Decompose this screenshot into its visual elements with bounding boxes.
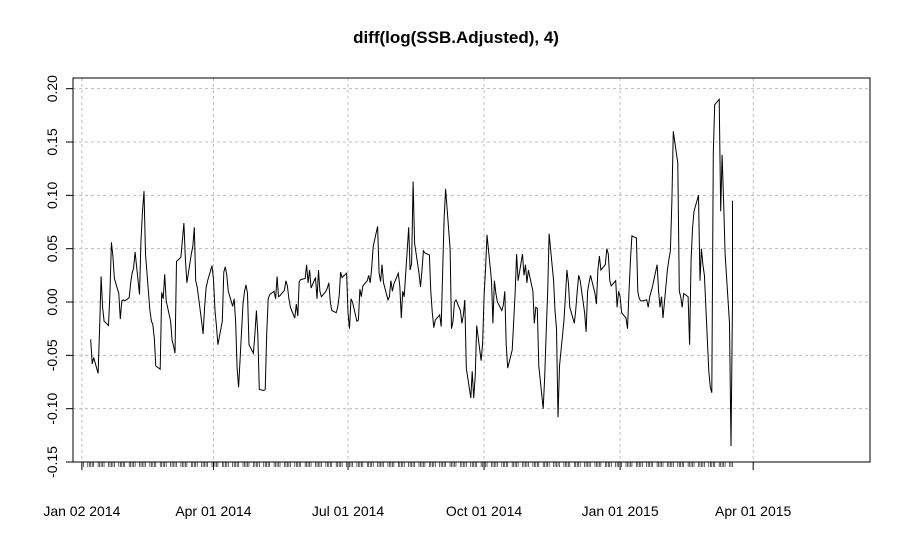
x-tick-label: Jan 01 2015 bbox=[582, 503, 659, 519]
x-tick-label: Apr 01 2014 bbox=[175, 503, 251, 519]
y-tick-label: -0.10 bbox=[44, 393, 60, 425]
plot-frame bbox=[72, 77, 871, 463]
y-tick-label: 0.00 bbox=[44, 288, 60, 315]
x-tick-label: Jul 01 2014 bbox=[312, 503, 385, 519]
y-tick-label: -0.05 bbox=[44, 339, 60, 371]
grid bbox=[73, 78, 870, 463]
x-tick-label: Apr 01 2015 bbox=[715, 503, 791, 519]
y-tick-label: 0.05 bbox=[44, 235, 60, 262]
series-line bbox=[90, 97, 733, 447]
y-tick-label: -0.15 bbox=[44, 446, 60, 478]
y-tick-label: 0.10 bbox=[44, 181, 60, 208]
x-axis: Jan 02 2014 Apr 01 2014 Jul 01 2014 Oct 01 … bbox=[43, 461, 843, 519]
x-tick-label: Oct 01 2014 bbox=[446, 503, 522, 519]
y-tick-label: 0.15 bbox=[44, 128, 60, 155]
y-axis: -0.15 -0.10 -0.05 0.00 0.05 0.10 0.15 0.20 bbox=[44, 75, 73, 478]
x-tick-label: Jan 02 2014 bbox=[43, 503, 120, 519]
y-tick-label: 0.20 bbox=[44, 75, 60, 102]
chart-title: diff(log(SSB.Adjusted), 4) bbox=[353, 28, 559, 47]
